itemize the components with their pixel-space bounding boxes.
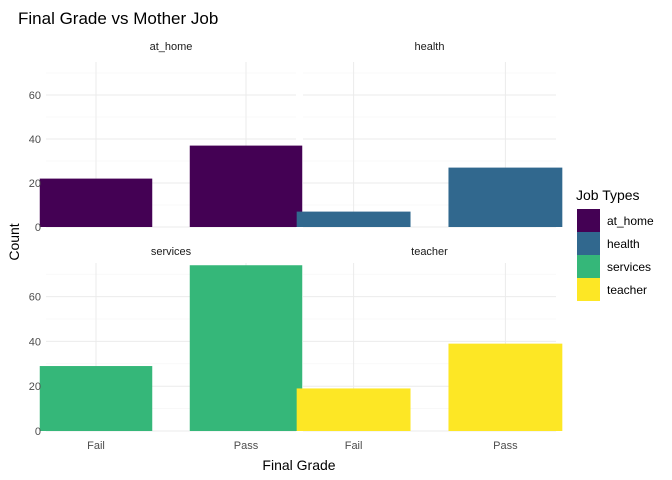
legend-swatch: [577, 209, 600, 232]
facet-panel-teacher: teacher Fail Pass: [296, 246, 563, 452]
facet-strip-label: teacher: [411, 246, 448, 258]
bar-teacher-pass: [448, 343, 563, 431]
y-tick-label: 40: [29, 134, 41, 146]
bar-health-pass: [448, 167, 563, 227]
bar-teacher-fail: [296, 388, 411, 431]
legend-title: Job Types: [576, 187, 640, 203]
legend-swatch: [577, 278, 600, 301]
y-tick-label: 20: [29, 178, 41, 190]
facet-panel-health: health: [296, 41, 563, 228]
x-tick-label: Pass: [234, 440, 259, 452]
legend-label: health: [607, 237, 640, 251]
y-tick-label: 0: [35, 426, 41, 438]
bar-at_home-fail: [39, 178, 153, 227]
legend-item-at_home: at_home: [577, 209, 654, 232]
bar-services-pass: [189, 265, 303, 431]
facet-strip-label: services: [151, 246, 192, 258]
facet-panel-at_home: at_home 0 20 40 60: [29, 41, 303, 234]
y-tick-label: 40: [29, 336, 41, 348]
facet-panel-services: services 0 20 40 60 Fail Pass: [29, 246, 303, 452]
y-tick-label: 20: [29, 381, 41, 393]
legend-item-health: health: [577, 232, 640, 255]
legend-swatch: [577, 255, 600, 278]
bar-services-fail: [39, 366, 153, 431]
facet-panels: at_home 0 20 40 60 health services 0 20 40 60 Fail P…: [29, 41, 563, 452]
facet-strip-label: at_home: [150, 41, 193, 53]
x-axis-title: Final Grade: [262, 457, 335, 473]
chart-title: Final Grade vs Mother Job: [18, 9, 218, 28]
legend-item-teacher: teacher: [577, 278, 647, 301]
y-tick-label: 0: [35, 222, 41, 234]
x-tick-label: Pass: [493, 440, 518, 452]
x-tick-label: Fail: [87, 440, 105, 452]
y-tick-label: 60: [29, 292, 41, 304]
bar-health-fail: [296, 211, 411, 227]
x-tick-label: Fail: [345, 440, 363, 452]
legend-label: at_home: [607, 214, 654, 228]
y-axis-title: Count: [6, 223, 22, 260]
legend-label: teacher: [607, 283, 647, 297]
bar-at_home-pass: [189, 145, 303, 227]
y-tick-label: 60: [29, 90, 41, 102]
legend-label: services: [607, 260, 651, 274]
legend-swatch: [577, 232, 600, 255]
facet-strip-label: health: [415, 41, 445, 53]
legend-item-services: services: [577, 255, 651, 278]
